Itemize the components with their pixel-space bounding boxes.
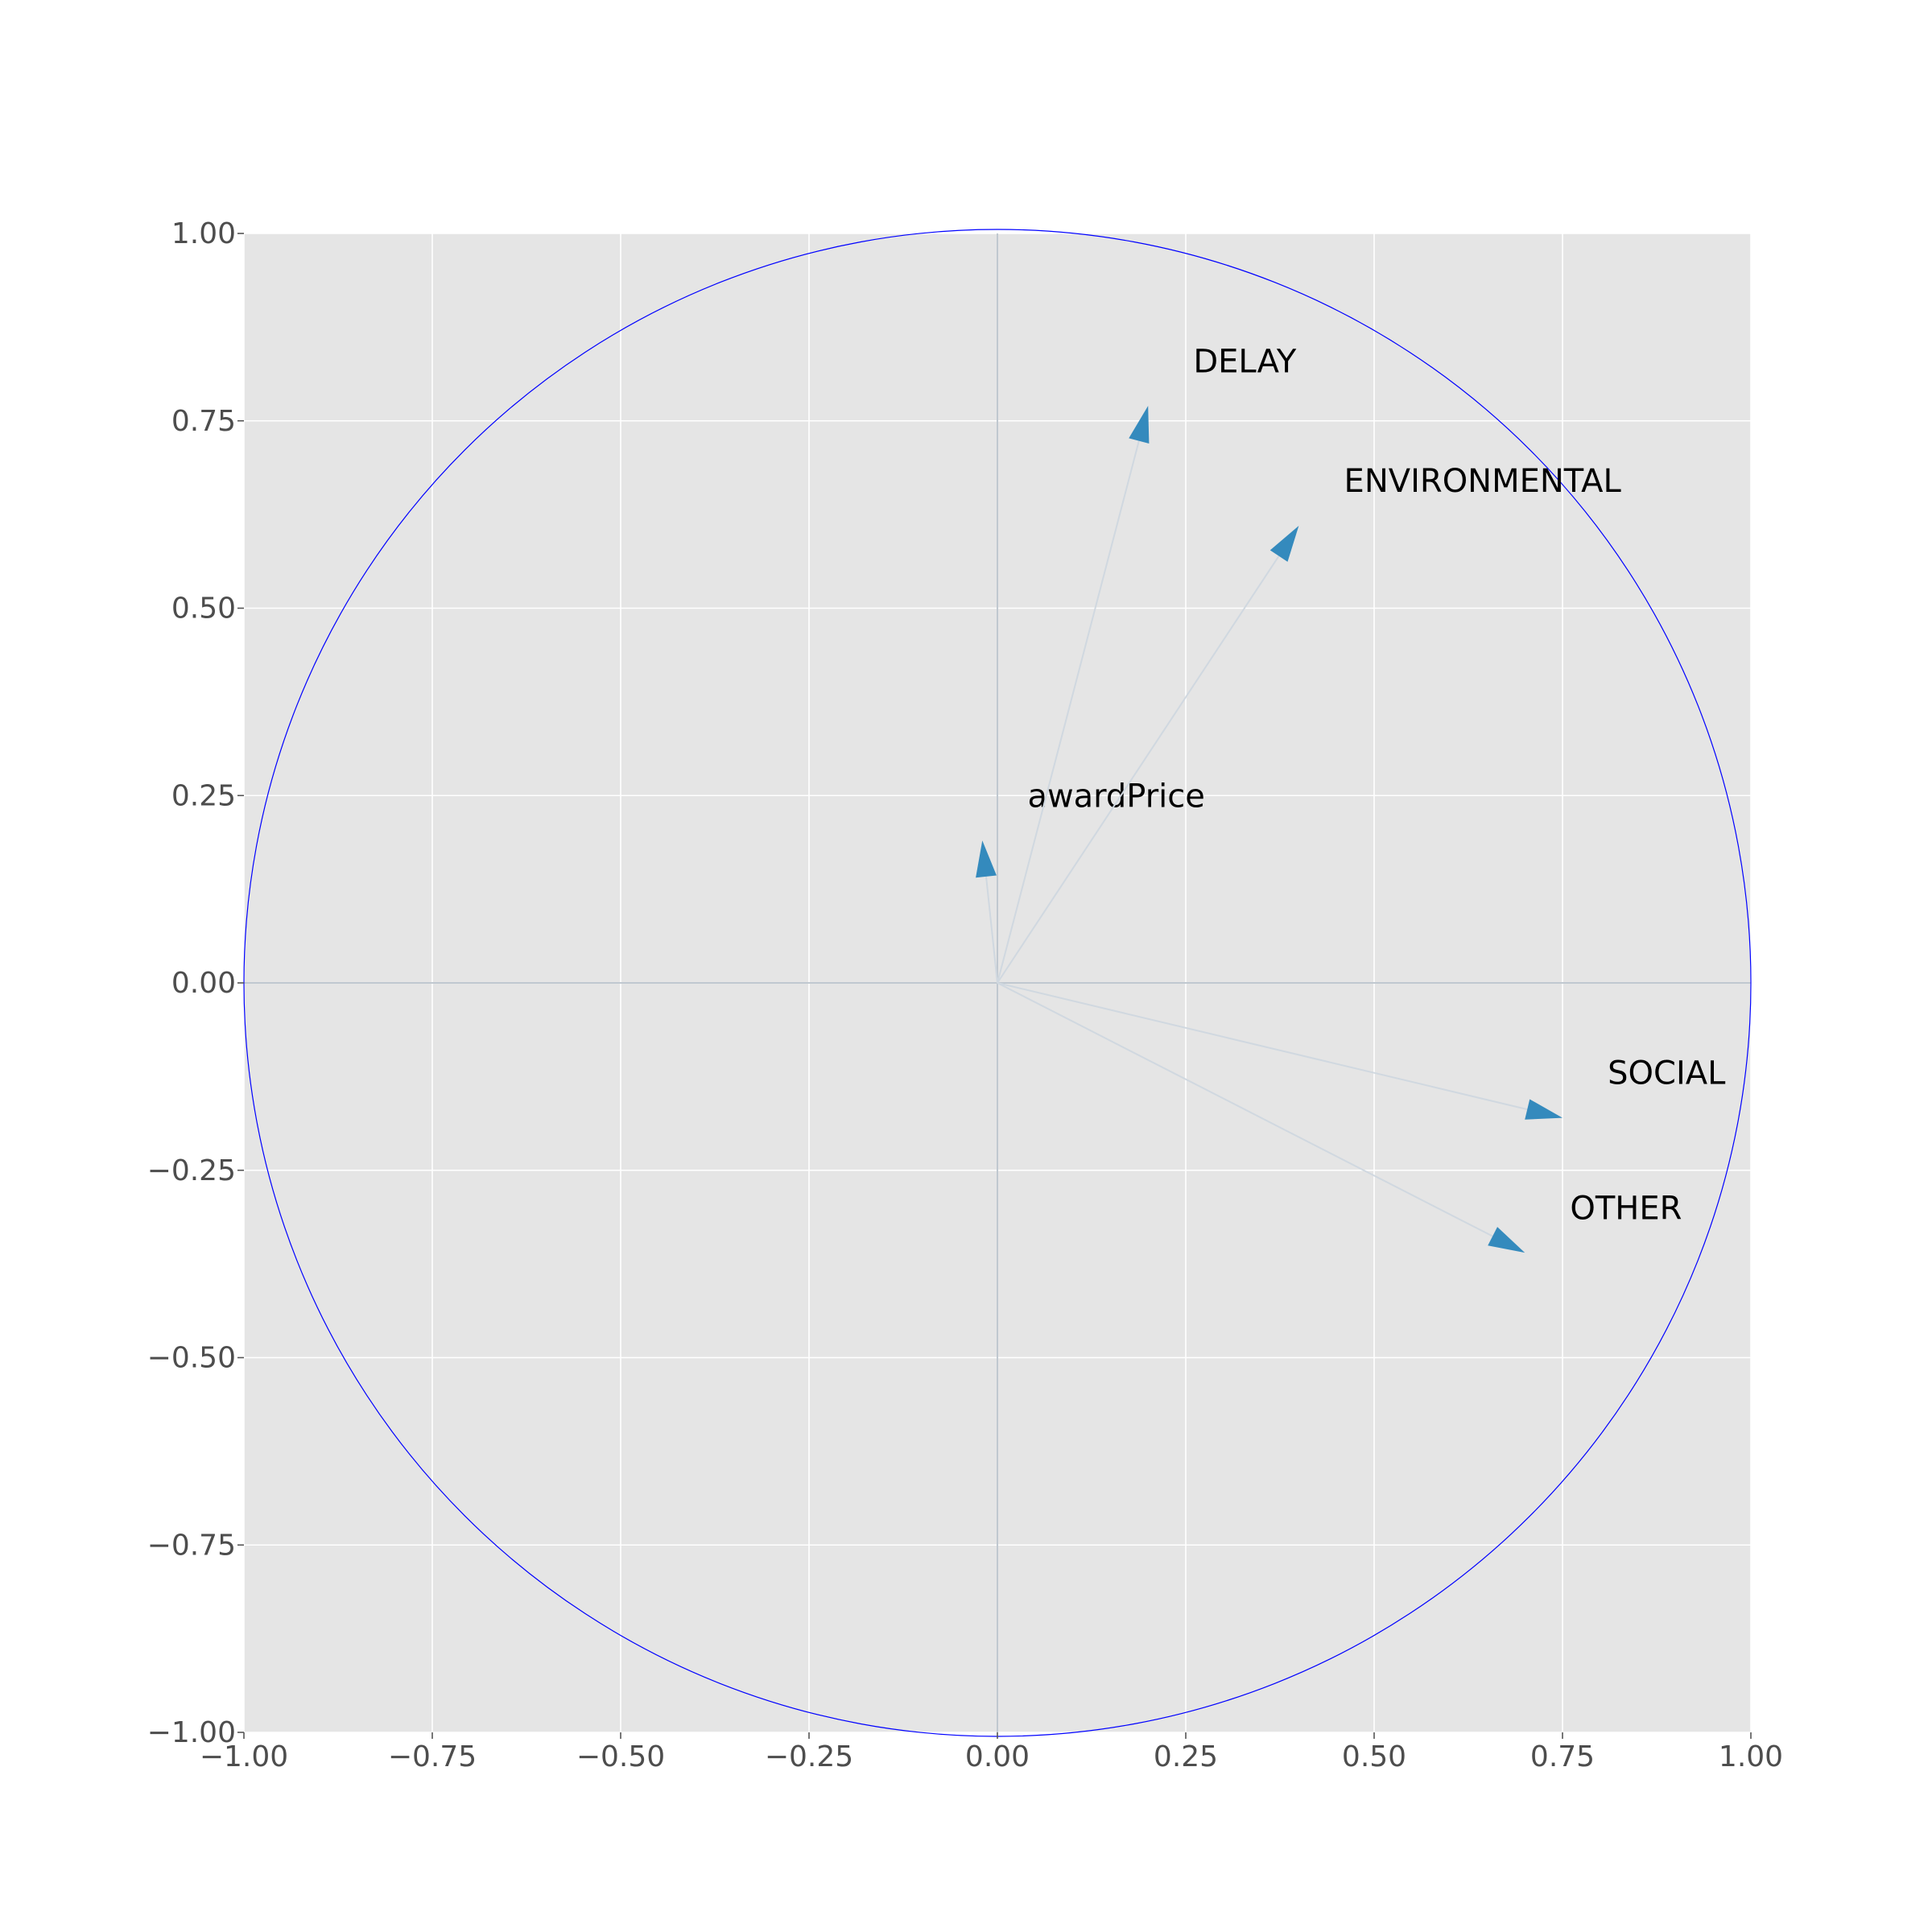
y-tick-label: −0.50 xyxy=(147,1342,236,1375)
vector-arrowhead xyxy=(976,840,997,878)
vector-label: ENVIRONMENTAL xyxy=(1344,463,1622,500)
vector-SOCIAL: SOCIAL xyxy=(997,982,1726,1120)
y-tick-label: 0.00 xyxy=(171,967,236,1000)
vector-OTHER: OTHER xyxy=(997,982,1682,1253)
vector-line xyxy=(997,440,1140,984)
vector-line xyxy=(997,555,1280,984)
vector-line xyxy=(985,876,998,984)
vector-line xyxy=(997,982,1528,1111)
vector-arrowhead xyxy=(1488,1227,1525,1253)
vector-label: DELAY xyxy=(1193,343,1297,380)
vector-DELAY: DELAY xyxy=(997,343,1297,984)
vector-arrowhead xyxy=(1269,526,1299,562)
x-tick-label: −0.25 xyxy=(765,1740,853,1773)
x-tick-label: −0.75 xyxy=(388,1740,477,1773)
x-tick-label: 0.25 xyxy=(1154,1740,1218,1773)
y-tick-label: −0.75 xyxy=(147,1529,236,1562)
x-tick-label: 0.75 xyxy=(1530,1740,1595,1773)
x-tick-label: 0.00 xyxy=(965,1740,1030,1773)
y-tick-label: 0.75 xyxy=(171,405,236,438)
x-tick-label: −1.00 xyxy=(200,1740,288,1773)
y-tick-label: 0.50 xyxy=(171,592,236,625)
vector-awardPrice: awardPrice xyxy=(976,778,1205,984)
vector-line xyxy=(997,982,1493,1237)
vector-label: awardPrice xyxy=(1027,778,1204,815)
x-tick-label: 0.50 xyxy=(1342,1740,1406,1773)
y-tick-label: −0.25 xyxy=(147,1154,236,1187)
vector-label: SOCIAL xyxy=(1608,1055,1726,1092)
vector-arrowhead xyxy=(1525,1099,1563,1120)
vector-arrowhead xyxy=(1129,406,1150,444)
vectors: awardPrice DELAY ENVIRONMENTAL SOCIAL OTHER xyxy=(976,343,1726,1253)
y-tick-label: 1.00 xyxy=(171,217,236,250)
vector-label: OTHER xyxy=(1570,1190,1682,1227)
tick-labels: −1.00 −0.75 −0.50 −0.25 0.00 0.25 0.50 0.75 1.00… xyxy=(147,217,1783,1773)
x-tick-label: 1.00 xyxy=(1719,1740,1783,1773)
vector-ENVIRONMENTAL: ENVIRONMENTAL xyxy=(997,463,1622,984)
y-tick-label: −1.00 xyxy=(147,1716,236,1749)
y-tick-label: 0.25 xyxy=(171,779,236,812)
x-tick-label: −0.50 xyxy=(576,1740,665,1773)
